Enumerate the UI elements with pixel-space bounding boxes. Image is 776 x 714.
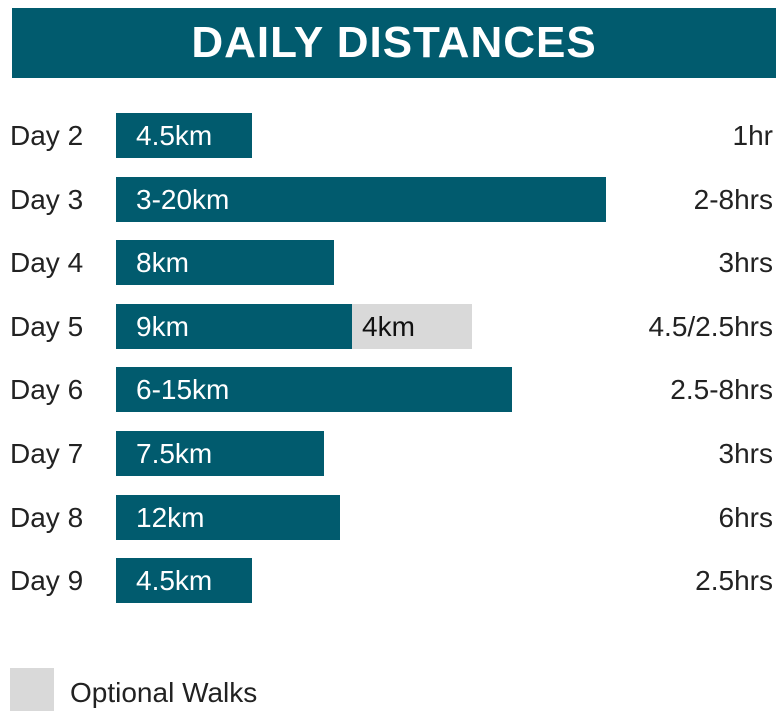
distance-bar: 7.5km [116, 430, 324, 476]
distance-bar: 12km [116, 494, 340, 540]
day-label: Day 7 [10, 437, 84, 469]
row: Day 7 7.5km 3hrs [0, 421, 776, 485]
title-band: DAILY DISTANCES [12, 8, 776, 78]
legend-swatch [10, 668, 54, 711]
row: Day 3 3-20km 2-8hrs [0, 167, 776, 231]
day-label: Day 2 [10, 120, 84, 151]
distance-bar: 4.5km [116, 558, 252, 604]
optional-bar: 4km [352, 303, 472, 349]
row: Day 4 8km 3hrs [0, 230, 776, 294]
title: DAILY DISTANCES [191, 18, 597, 67]
distance-bar: 4.5km [116, 113, 252, 158]
duration-label: 2.5hrs [695, 565, 773, 597]
duration-label: 1hr [732, 120, 773, 151]
duration-label: 6hrs [718, 501, 773, 533]
distance-bar: 6-15km [116, 367, 512, 413]
distance-bar: 8km [116, 240, 334, 286]
row: Day 5 9km 4km 4.5/2.5hrs [0, 294, 776, 358]
row: Day 9 4.5km 2.5hrs [0, 548, 776, 612]
row: Day 2 4.5km 1hr [0, 103, 776, 167]
day-label: Day 8 [10, 501, 84, 533]
row: Day 8 12km 6hrs [0, 485, 776, 549]
duration-label: 2-8hrs [693, 183, 773, 215]
duration-label: 2.5-8hrs [670, 374, 773, 406]
day-label: Day 6 [10, 374, 84, 406]
distance-bar: 3-20km [116, 176, 606, 222]
day-label: Day 9 [10, 565, 84, 597]
distance-bar: 9km [116, 303, 352, 349]
day-label: Day 5 [10, 310, 84, 342]
row: Day 6 6-15km 2.5-8hrs [0, 357, 776, 421]
day-label: Day 4 [10, 247, 84, 279]
day-label: Day 3 [10, 183, 84, 215]
duration-label: 3hrs [718, 247, 773, 279]
duration-label: 3hrs [718, 437, 773, 469]
legend-label: Optional Walks [70, 677, 258, 708]
rows: Day 2 4.5km 1hr Day 3 3-20km 2-8hrs Day 4 8km 3h… [0, 103, 776, 612]
duration-label: 4.5/2.5hrs [648, 310, 773, 342]
